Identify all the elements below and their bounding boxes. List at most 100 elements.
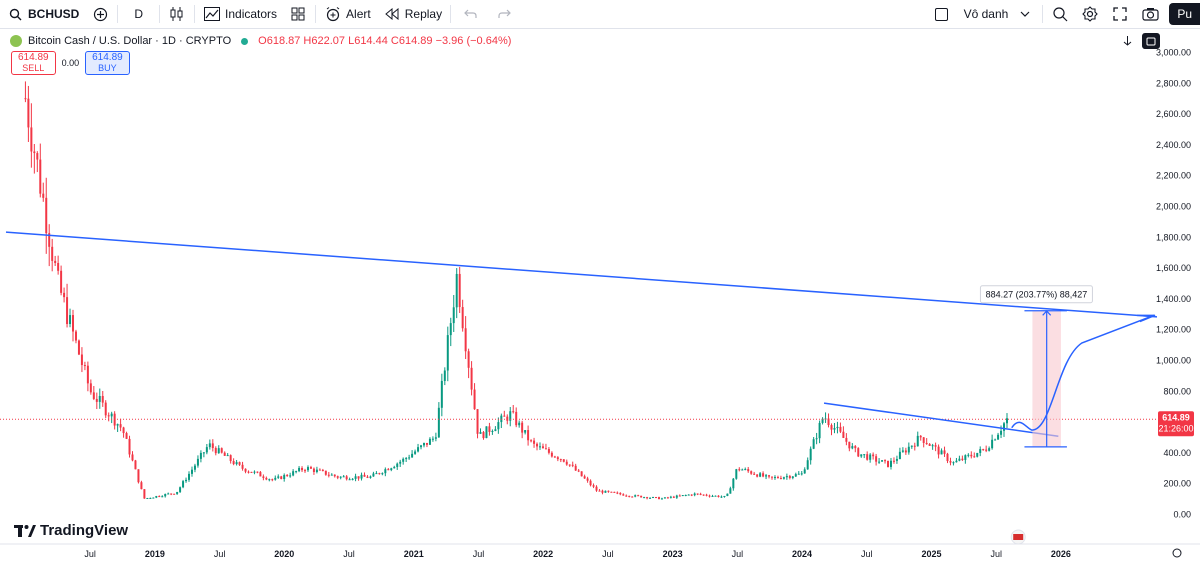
buy-label: BUY <box>98 63 117 73</box>
undo-button[interactable] <box>453 0 487 29</box>
candle-body <box>836 426 839 429</box>
templates-button[interactable] <box>283 0 313 29</box>
candle-body <box>696 493 699 495</box>
candle-body <box>672 496 675 498</box>
candle-body <box>354 476 357 479</box>
candle-body <box>306 467 309 471</box>
candle-body <box>134 460 137 470</box>
alert-button[interactable]: Alert <box>318 0 377 29</box>
projection-arrow-head <box>1137 314 1156 323</box>
candle-body <box>747 469 750 472</box>
candle-body <box>384 469 387 474</box>
candle-body <box>336 476 339 478</box>
snapshot-button[interactable] <box>1135 0 1165 29</box>
candle-body <box>378 473 381 475</box>
candle-body <box>973 456 976 458</box>
candles-icon <box>168 5 186 23</box>
replay-button[interactable]: Replay <box>377 0 448 29</box>
candle-body <box>449 323 452 336</box>
tradingview-logo[interactable]: TradingView <box>14 522 128 539</box>
candle-body <box>27 98 30 128</box>
indicators-button[interactable]: Indicators <box>197 0 283 29</box>
candle-body <box>958 458 961 461</box>
time-axis[interactable]: Jul 2019 Jul 2020 Jul 2021 Jul 2022 Jul 2023 Jul 20… <box>0 543 1200 559</box>
legend-title[interactable]: Bitcoin Cash / U.S. Dollar · 1D · CRYPTO <box>28 35 232 47</box>
time-tick-label: 2024 <box>792 549 812 559</box>
candle-body <box>729 488 732 494</box>
candle-body <box>916 435 919 447</box>
compare-button[interactable] <box>85 0 115 29</box>
candle-body <box>527 430 530 441</box>
candle-body <box>36 153 39 160</box>
price-chart[interactable]: 884.27 (203.77%) 88,427 3,000.00 2,800.00… <box>0 29 1200 563</box>
candle-body <box>420 445 423 448</box>
candle-body <box>119 424 122 428</box>
layout-select[interactable]: Vô danh <box>929 0 1041 29</box>
time-tick-label: Jul <box>861 549 873 559</box>
interval-button[interactable]: D <box>120 0 157 29</box>
candle-body <box>625 495 628 497</box>
axis-settings-icon[interactable] <box>1172 548 1182 558</box>
candle-body <box>616 492 619 494</box>
candle-body <box>910 445 913 447</box>
candle-body <box>521 422 524 433</box>
publish-button[interactable]: Pu <box>1169 3 1200 25</box>
symbol-search[interactable]: BCHUSD <box>0 0 85 29</box>
candle-body <box>324 470 327 475</box>
fullscreen-button[interactable] <box>1105 0 1135 29</box>
candle-body <box>961 458 964 460</box>
candle-body <box>196 458 199 466</box>
candle-body <box>369 476 372 478</box>
candle-body <box>208 443 211 448</box>
gear-icon <box>1081 5 1099 23</box>
candle-body <box>684 495 687 497</box>
projection-path[interactable] <box>1011 314 1155 431</box>
candle-body <box>809 448 812 461</box>
candle-body <box>681 495 684 497</box>
price-axis[interactable]: 3,000.00 2,800.00 2,600.00 2,400.00 2,200.00… <box>1156 29 1200 563</box>
candle-body <box>434 437 437 439</box>
candle-body <box>494 429 497 432</box>
spread-value: 0.00 <box>61 58 80 68</box>
candle-body <box>762 473 765 477</box>
collapse-button[interactable] <box>1118 33 1136 49</box>
redo-button[interactable] <box>487 0 521 29</box>
buy-button[interactable]: 614.89 BUY <box>85 51 130 75</box>
candle-body <box>922 437 925 443</box>
candle-body <box>577 470 580 472</box>
candle-body <box>889 460 892 467</box>
candle-body <box>640 495 643 498</box>
candle-body <box>744 469 747 471</box>
candle-body <box>339 476 342 478</box>
candle-body <box>1003 423 1006 431</box>
candle-body <box>937 446 940 455</box>
candle-body <box>711 495 714 497</box>
candle-body <box>693 493 696 496</box>
candle-body <box>741 469 744 471</box>
candle-body <box>845 437 848 442</box>
time-tick-label: Jul <box>732 549 744 559</box>
short-term-trendline[interactable] <box>823 402 1059 437</box>
candle-body <box>652 497 655 499</box>
candle-body <box>735 469 738 479</box>
maximize-pane-button[interactable] <box>1142 33 1160 49</box>
candle-body <box>946 453 949 462</box>
candle-body <box>396 463 399 467</box>
candle-body <box>699 493 702 495</box>
candle-body <box>797 473 800 475</box>
quick-search-button[interactable] <box>1045 0 1075 29</box>
long-term-trendline[interactable] <box>5 231 1158 318</box>
candle-body <box>125 433 128 439</box>
scale-controls <box>1118 33 1160 49</box>
settings-button[interactable] <box>1075 0 1105 29</box>
low-value: L614.44 <box>348 35 388 47</box>
symbol-label: BCHUSD <box>28 7 80 21</box>
chart-type-button[interactable] <box>162 0 192 29</box>
candle-body <box>170 493 173 495</box>
measure-label: 884.27 (203.77%) 88,427 <box>986 290 1088 300</box>
candle-body <box>431 438 434 440</box>
candle-body <box>979 449 982 453</box>
sell-button[interactable]: 614.89 SELL <box>11 51 56 75</box>
trade-buttons: 614.89 SELL 0.00 614.89 BUY <box>11 51 130 75</box>
candle-body <box>190 469 193 474</box>
